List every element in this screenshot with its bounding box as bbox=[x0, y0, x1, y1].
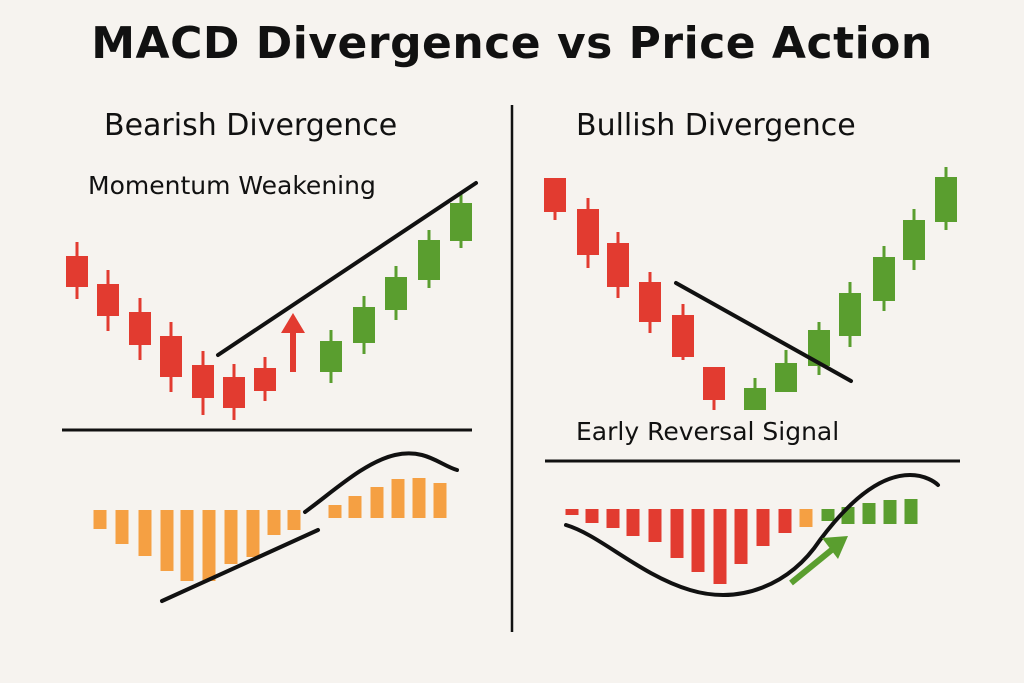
bearish-macd-histogram bbox=[93, 478, 447, 581]
histogram-bar bbox=[585, 509, 599, 523]
histogram-bar bbox=[713, 509, 727, 584]
histogram-bar bbox=[328, 505, 342, 518]
bearish-price-candles bbox=[66, 194, 472, 420]
macd-trend-line bbox=[160, 528, 320, 603]
histogram-bar bbox=[691, 509, 705, 572]
histogram-bar bbox=[391, 479, 405, 518]
bullish-candle bbox=[775, 350, 797, 392]
bullish-candle bbox=[353, 296, 375, 354]
page-title: MACD Divergence vs Price Action bbox=[91, 18, 933, 69]
histogram-bar bbox=[370, 487, 384, 518]
histogram-bar bbox=[202, 510, 216, 581]
bearish-candle bbox=[577, 198, 599, 268]
bullish-candle bbox=[320, 330, 342, 383]
bearish-candle bbox=[672, 304, 694, 360]
histogram-bar bbox=[756, 509, 770, 546]
bearish-candle bbox=[223, 364, 245, 420]
bullish-candle bbox=[418, 230, 440, 288]
histogram-bar bbox=[778, 509, 792, 533]
histogram-bar bbox=[224, 510, 238, 564]
histogram-bar bbox=[412, 478, 426, 518]
bullish-price-candles bbox=[544, 167, 957, 410]
bearish-candle bbox=[97, 270, 119, 331]
histogram-bar bbox=[180, 510, 194, 581]
histogram-bar bbox=[160, 510, 174, 571]
macd-signal-curve bbox=[303, 451, 459, 514]
bullish-macd-histogram bbox=[565, 499, 918, 584]
bullish-candle bbox=[839, 282, 861, 347]
up-arrow-icon bbox=[281, 313, 305, 372]
diagonal-up-arrow-icon bbox=[789, 536, 848, 586]
bearish-candle bbox=[607, 232, 629, 298]
bullish-candle bbox=[903, 209, 925, 270]
early-reversal-label: Early Reversal Signal bbox=[576, 417, 840, 446]
bearish-candle bbox=[254, 357, 276, 401]
bearish-candle bbox=[129, 298, 151, 360]
price-trend-line-right bbox=[674, 281, 853, 383]
momentum-weakening-label: Momentum Weakening bbox=[88, 171, 376, 200]
histogram-bar bbox=[648, 509, 662, 542]
histogram-bar bbox=[904, 499, 918, 524]
histogram-bar bbox=[670, 509, 684, 558]
bearish-candle bbox=[639, 272, 661, 333]
bearish-candle bbox=[544, 178, 566, 220]
bearish-candle bbox=[160, 322, 182, 392]
bearish-panel-title: Bearish Divergence bbox=[104, 108, 398, 143]
histogram-bar bbox=[138, 510, 152, 556]
histogram-bar bbox=[626, 509, 640, 536]
histogram-bar bbox=[606, 509, 620, 528]
bullish-candle bbox=[744, 378, 766, 410]
price-trend-line bbox=[216, 181, 478, 357]
histogram-bar bbox=[246, 510, 260, 557]
macd-signal-curve-right bbox=[564, 472, 940, 597]
histogram-bar bbox=[115, 510, 129, 544]
histogram-bar bbox=[287, 510, 301, 530]
histogram-bar bbox=[862, 503, 876, 524]
bearish-candle bbox=[192, 351, 214, 415]
bullish-panel-title: Bullish Divergence bbox=[576, 108, 856, 143]
bullish-candle bbox=[385, 266, 407, 320]
bullish-candle bbox=[450, 194, 472, 248]
bearish-candle bbox=[66, 242, 88, 299]
histogram-bar bbox=[93, 510, 107, 529]
histogram-bar bbox=[799, 509, 813, 527]
histogram-bar bbox=[348, 496, 362, 518]
histogram-bar bbox=[734, 509, 748, 564]
bullish-candle bbox=[808, 322, 830, 375]
histogram-bar bbox=[433, 483, 447, 518]
histogram-bar bbox=[565, 509, 579, 515]
histogram-bar bbox=[821, 509, 835, 521]
bearish-candle bbox=[703, 367, 725, 410]
bullish-candle bbox=[935, 167, 957, 230]
histogram-bar bbox=[267, 510, 281, 535]
histogram-bar bbox=[883, 500, 897, 524]
bullish-candle bbox=[873, 246, 895, 311]
